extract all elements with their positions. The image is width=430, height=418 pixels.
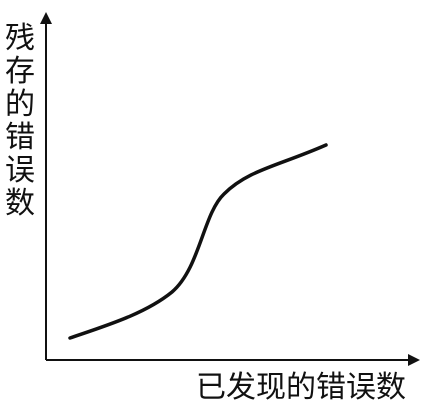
residual-error-curve xyxy=(68,143,328,340)
x-axis-label: 已发现的错误数 xyxy=(196,370,406,405)
y-axis-label: 残存的错误数 xyxy=(5,21,35,221)
